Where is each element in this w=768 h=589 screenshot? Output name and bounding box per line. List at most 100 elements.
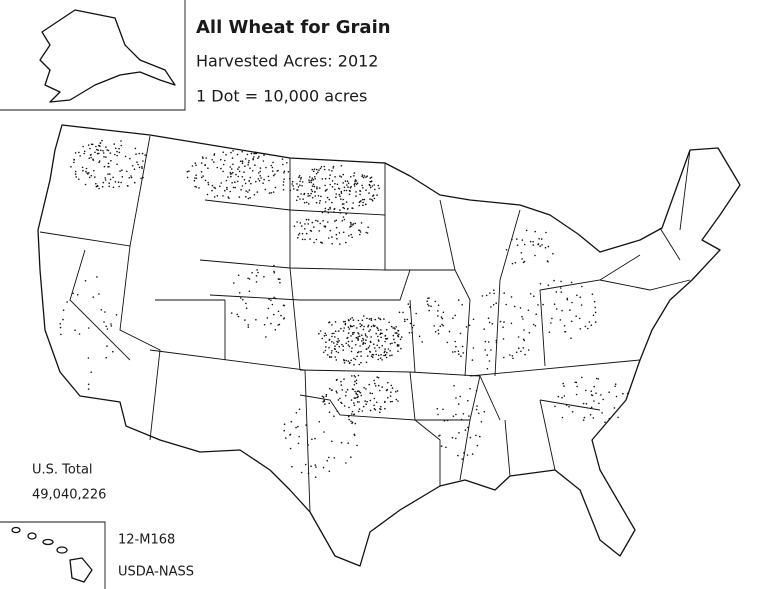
dot [255,180,257,183]
dot [107,149,110,152]
dot [290,420,293,423]
dot [322,219,324,222]
dot [211,159,213,161]
dot [311,190,314,193]
dot [191,165,194,167]
dot [389,400,392,403]
dot [307,192,310,195]
dot [315,238,318,241]
dot [455,397,457,399]
dot [362,187,364,189]
dot [359,392,362,394]
dot [347,326,350,329]
dot [445,446,447,449]
dot [364,334,367,337]
dot [335,193,338,195]
dot [325,395,328,398]
dot [564,330,567,333]
dot [349,324,352,327]
dot [602,398,604,401]
dot [329,229,332,232]
dot [298,175,301,177]
dot [563,385,565,387]
dot [597,378,599,380]
dot [331,242,334,245]
dot [563,395,566,397]
dot [299,198,301,200]
dot [388,321,390,324]
dot [323,400,326,402]
dot [142,176,144,179]
dot [323,165,326,168]
dot [108,185,110,188]
dot [366,232,369,234]
dot [514,262,517,264]
dot [304,463,307,466]
dot [348,345,351,348]
dot [361,340,363,342]
dot [297,442,300,445]
dot [492,303,495,306]
dot [464,429,467,431]
dot [195,164,197,167]
dot [345,359,348,362]
dot [307,203,310,205]
dot [361,198,364,201]
dot [291,183,293,185]
dot [475,434,477,437]
dot [309,194,311,197]
dot [341,402,343,405]
dot [340,165,343,167]
dot [468,324,471,327]
dot [358,408,361,410]
dot [459,395,462,398]
dot [328,338,331,341]
dot [335,390,338,393]
dot [353,172,356,174]
dot [358,391,361,393]
dot [344,320,346,323]
dot [88,176,91,179]
dot [73,158,75,161]
dot [365,339,367,341]
dot [362,341,365,344]
dot [362,343,364,345]
dot [241,150,243,153]
dot [368,192,370,194]
dot [554,405,556,408]
dot [311,196,314,199]
dot [408,332,411,334]
dot [614,383,617,386]
dot [255,319,257,321]
dot [340,327,342,330]
dot [331,389,333,391]
dot [347,182,350,184]
dot [349,190,351,192]
dot [324,210,326,212]
dot [333,347,336,350]
dot [604,421,606,424]
dot [348,193,351,196]
dot [471,359,474,361]
dot [396,390,399,392]
dot [350,359,353,362]
dot [395,326,398,328]
dot [324,201,327,203]
dot [459,332,462,335]
dot [404,320,406,323]
dot [502,326,504,329]
dot [570,337,572,340]
dot [323,168,326,171]
dot [216,195,219,197]
dot [319,199,321,202]
dot [318,332,320,335]
dot [461,304,464,306]
dot [349,318,352,320]
dot [237,315,240,318]
dot [360,355,362,357]
dot [345,189,348,192]
dot [350,413,353,415]
dot [471,453,474,455]
dot [106,345,108,347]
dot [359,345,361,347]
